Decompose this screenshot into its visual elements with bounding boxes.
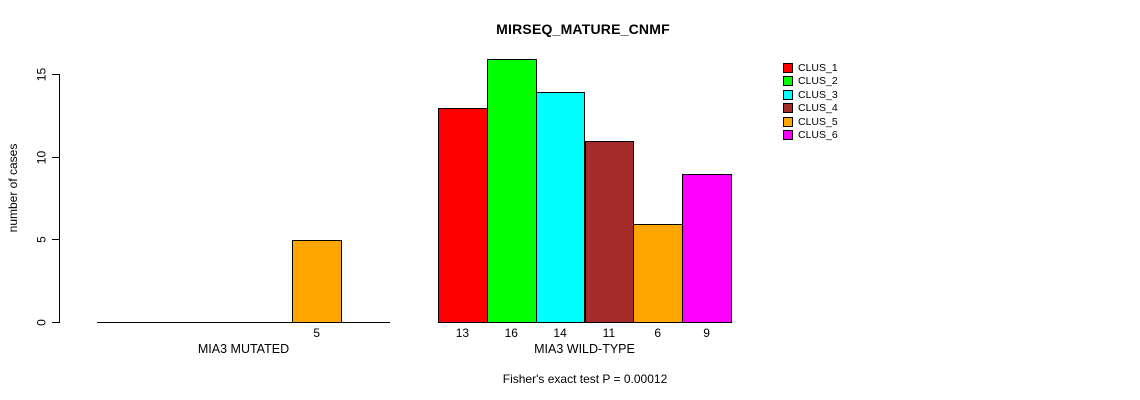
bar-CLUS_4 bbox=[584, 141, 635, 323]
bar-CLUS_2 bbox=[486, 59, 537, 323]
bar-CLUS_5 bbox=[633, 224, 684, 323]
chart-title: MIRSEQ_MATURE_CNMF bbox=[496, 21, 670, 37]
legend-label: CLUS_1 bbox=[798, 62, 838, 74]
bar-CLUS_5 bbox=[292, 240, 343, 323]
bar-CLUS_3 bbox=[535, 92, 586, 323]
legend-label: CLUS_6 bbox=[798, 129, 838, 141]
y-tick-label: 15 bbox=[34, 67, 49, 82]
y-tick-mark bbox=[52, 322, 59, 323]
y-tick-mark bbox=[52, 74, 59, 76]
legend-label: CLUS_3 bbox=[798, 88, 838, 101]
legend-swatch-CLUS_5 bbox=[783, 116, 793, 127]
y-tick-mark bbox=[52, 239, 59, 241]
y-tick-label: 5 bbox=[34, 236, 49, 244]
legend-label: CLUS_4 bbox=[798, 102, 838, 115]
legend-swatch-CLUS_1 bbox=[783, 63, 793, 73]
group-label: MIA3 MUTATED bbox=[197, 342, 290, 356]
y-tick-label: 0 bbox=[34, 319, 49, 326]
bar-value-label: 6 bbox=[654, 326, 662, 340]
y-axis-label: number of cases bbox=[6, 143, 20, 233]
group-label: MIA3 WILD-TYPE bbox=[534, 342, 635, 356]
y-tick-label: 10 bbox=[34, 150, 49, 164]
x-axis-baseline bbox=[97, 322, 390, 323]
legend-swatch-CLUS_6 bbox=[783, 130, 793, 140]
bar-CLUS_1 bbox=[438, 108, 488, 323]
legend-swatch-CLUS_4 bbox=[783, 103, 793, 114]
legend-swatch-CLUS_2 bbox=[783, 76, 793, 87]
bar-value-label: 5 bbox=[313, 326, 321, 340]
bar-value-label: 14 bbox=[553, 326, 567, 340]
legend-label: CLUS_2 bbox=[798, 75, 838, 88]
legend-label: CLUS_5 bbox=[798, 115, 838, 128]
stat-annotation: Fisher's exact test P = 0.00012 bbox=[502, 372, 668, 386]
y-axis-line bbox=[59, 74, 60, 323]
bar-value-label: 9 bbox=[703, 326, 710, 340]
bar-value-label: 11 bbox=[602, 326, 616, 340]
bar-value-label: 16 bbox=[504, 326, 518, 340]
y-tick-mark bbox=[52, 156, 59, 158]
bar-value-label: 13 bbox=[455, 326, 470, 340]
legend-swatch-CLUS_3 bbox=[783, 89, 793, 100]
bar-CLUS_6 bbox=[682, 174, 732, 323]
